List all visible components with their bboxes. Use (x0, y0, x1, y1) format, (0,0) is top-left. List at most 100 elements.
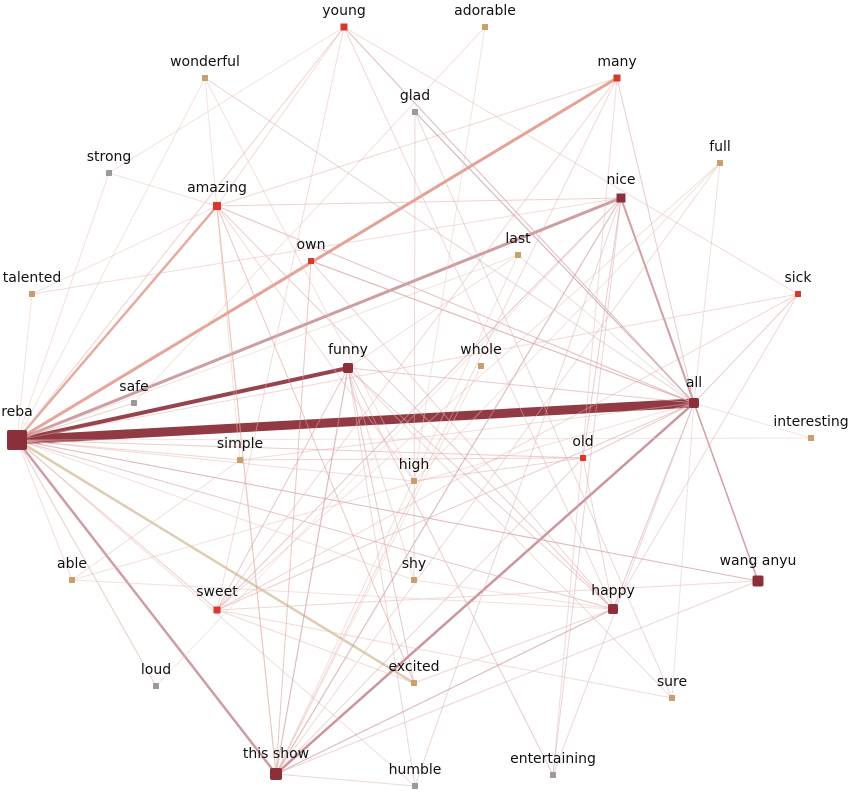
node (69, 577, 75, 583)
edge (216, 26, 345, 207)
edge (216, 26, 345, 611)
node-label: happy (591, 583, 635, 599)
edge (16, 439, 73, 581)
node-label: able (57, 556, 87, 572)
edge (16, 196, 622, 442)
edge (275, 365, 482, 775)
edge (216, 205, 415, 684)
edge (347, 367, 554, 776)
node-label: amazing (187, 180, 247, 196)
node-label: full (709, 139, 731, 155)
edge (693, 402, 812, 439)
edge (216, 162, 721, 611)
node (237, 457, 243, 463)
edge (275, 254, 519, 775)
node-label: whole (460, 342, 501, 358)
node-label: funny (328, 342, 368, 358)
node-label: humble (389, 762, 442, 778)
edge (216, 205, 277, 775)
node-label: simple (217, 436, 263, 452)
node-label: strong (87, 149, 132, 165)
edge (16, 293, 33, 441)
edge (16, 26, 345, 441)
node-label: shy (402, 556, 426, 572)
node (616, 193, 626, 203)
edge (31, 197, 622, 295)
node-label: loud (141, 662, 171, 678)
node-label: wang anyu (720, 553, 797, 569)
edge (16, 77, 206, 441)
edge (275, 197, 622, 775)
edge (343, 26, 799, 295)
edge (239, 402, 695, 461)
edge (347, 367, 416, 787)
edge (413, 26, 486, 482)
node (515, 252, 521, 258)
node-label: reba (1, 404, 33, 420)
edge (275, 162, 721, 775)
edge (16, 402, 135, 441)
edge (275, 580, 759, 775)
edge (413, 579, 614, 610)
node-label: sure (657, 674, 687, 690)
edge (413, 457, 584, 482)
node-label: entertaining (510, 751, 596, 767)
edge (552, 402, 695, 776)
node (669, 695, 675, 701)
edge (310, 260, 695, 404)
edge (216, 402, 695, 611)
edge (133, 26, 486, 404)
edges (16, 26, 812, 787)
edge (347, 367, 695, 404)
edge (275, 457, 584, 775)
node (411, 478, 417, 484)
edge (671, 402, 695, 699)
edge (16, 439, 415, 581)
edge (216, 205, 415, 482)
node-label: last (505, 231, 531, 247)
edge (414, 111, 695, 404)
edge (275, 77, 618, 775)
node (550, 772, 556, 778)
edge (343, 26, 614, 610)
edge (216, 197, 622, 207)
edge (275, 608, 614, 775)
node (795, 291, 801, 297)
node-label: interesting (773, 414, 848, 430)
node (613, 74, 621, 82)
edge (16, 438, 415, 685)
node-label: wonderful (170, 54, 240, 70)
edge (552, 197, 622, 776)
edge (216, 580, 759, 611)
node-label: safe (119, 379, 148, 395)
edge (275, 773, 416, 787)
edge (216, 77, 618, 207)
edge (16, 439, 614, 610)
edge (16, 172, 110, 441)
edge (310, 260, 614, 610)
edge (414, 197, 622, 787)
node (689, 398, 699, 408)
edge (71, 579, 614, 610)
edge (216, 205, 695, 404)
edge (343, 26, 695, 404)
node (411, 680, 417, 686)
node-label: sick (785, 270, 813, 286)
edge (612, 293, 799, 610)
edge (108, 172, 218, 207)
node-label: this show (243, 746, 309, 762)
edge (616, 77, 695, 404)
node (752, 575, 764, 587)
edge (347, 254, 519, 369)
edge (31, 205, 218, 295)
node (482, 24, 488, 30)
node-label: excited (389, 659, 440, 675)
edge (16, 439, 277, 775)
node-label: many (597, 54, 636, 70)
edge (216, 293, 799, 611)
edge (582, 402, 695, 459)
node (411, 577, 417, 583)
node (412, 783, 418, 789)
edge (620, 197, 759, 582)
edge (216, 609, 415, 684)
